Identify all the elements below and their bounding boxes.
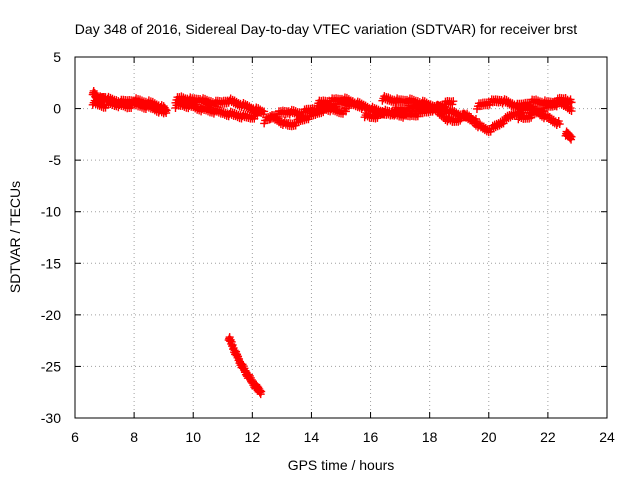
- x-tick-label: 10: [185, 429, 201, 445]
- data-point: [159, 109, 168, 118]
- data-point: [257, 387, 266, 396]
- chart-title: Day 348 of 2016, Sidereal Day-to-day VTE…: [75, 21, 577, 37]
- x-tick-label: 18: [422, 429, 438, 445]
- data-point: [555, 120, 564, 129]
- y-tick-label: -20: [41, 307, 61, 323]
- data-point: [260, 107, 269, 116]
- series-track-f: [260, 101, 351, 128]
- data-point: [567, 132, 576, 141]
- y-tick-label: 0: [53, 101, 61, 117]
- series-track-m: [514, 97, 576, 124]
- plot-frame: [74, 56, 608, 419]
- x-tick-label: 6: [71, 429, 79, 445]
- series-track-n: [561, 127, 576, 144]
- data-point: [342, 104, 351, 113]
- x-tick-label: 14: [304, 429, 320, 445]
- ticks: [74, 56, 608, 419]
- x-tick-label: 24: [599, 429, 615, 445]
- data-points: [88, 86, 576, 399]
- data-point: [567, 98, 576, 107]
- y-tick-label: -10: [41, 204, 61, 220]
- series-track-d: [171, 98, 263, 123]
- data-point: [254, 108, 263, 117]
- data-point: [567, 107, 576, 116]
- series-track-b: [88, 96, 168, 118]
- x-tick-label: 16: [363, 429, 379, 445]
- y-axis-label: SDTVAR / TECUs: [7, 181, 23, 293]
- y-tick-label: -30: [41, 410, 61, 426]
- y-tick-label: 5: [53, 49, 61, 65]
- x-tick-label: 8: [130, 429, 138, 445]
- x-tick-label: 20: [481, 429, 497, 445]
- y-tick-label: -15: [41, 255, 61, 271]
- y-tick-label: -25: [41, 358, 61, 374]
- x-tick-labels: 6 8 10 12 14 16 18 20 22 24: [71, 429, 615, 445]
- x-tick-label: 22: [540, 429, 556, 445]
- x-axis-label: GPS time / hours: [288, 457, 395, 473]
- y-tick-label: -5: [49, 152, 62, 168]
- y-tick-labels: 5 0 -5 -10 -15 -20 -25 -30: [41, 49, 61, 426]
- data-point: [253, 111, 262, 120]
- series-track-o: [224, 333, 266, 399]
- data-point: [449, 97, 458, 106]
- x-tick-label: 12: [245, 429, 261, 445]
